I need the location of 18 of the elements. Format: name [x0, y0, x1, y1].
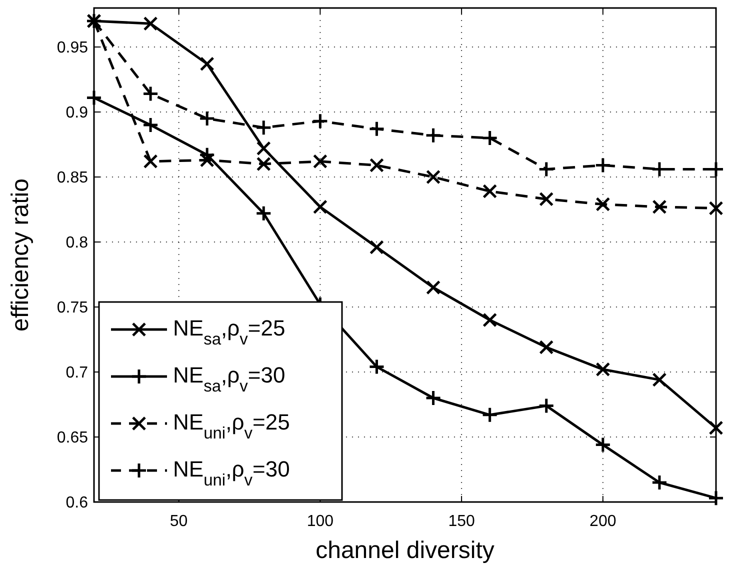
- x-tick-label: 50: [170, 513, 188, 530]
- x-tick-label: 200: [590, 513, 616, 530]
- y-tick-label: 0.8: [66, 234, 88, 252]
- y-tick-label: 0.9: [66, 104, 88, 122]
- x-axis-title: channel diversity: [316, 537, 494, 564]
- y-tick-label: 0.6: [66, 494, 88, 512]
- legend-label: NE$_{sa}$,ρ$_{v}$=30: [173, 362, 286, 396]
- legend-label: NE$_{uni}$,ρ$_{v}$=30: [173, 456, 290, 490]
- y-tick-label: 0.75: [56, 300, 88, 317]
- legend-label: NE$_{uni}$,ρ$_{v}$=25: [173, 410, 290, 442]
- legend-label: NE$_{sa}$,ρ$_{v}$=25: [173, 316, 286, 348]
- y-tick-label: 0.85: [56, 170, 88, 187]
- x-tick-label: 100: [306, 513, 334, 530]
- y-axis-title: efficiency ratio: [7, 178, 34, 332]
- y-tick-label: 0.7: [66, 364, 88, 382]
- x-tick-label: 150: [448, 513, 475, 530]
- y-tick-label: 0.95: [56, 40, 88, 57]
- y-tick-label: 0.65: [56, 430, 88, 447]
